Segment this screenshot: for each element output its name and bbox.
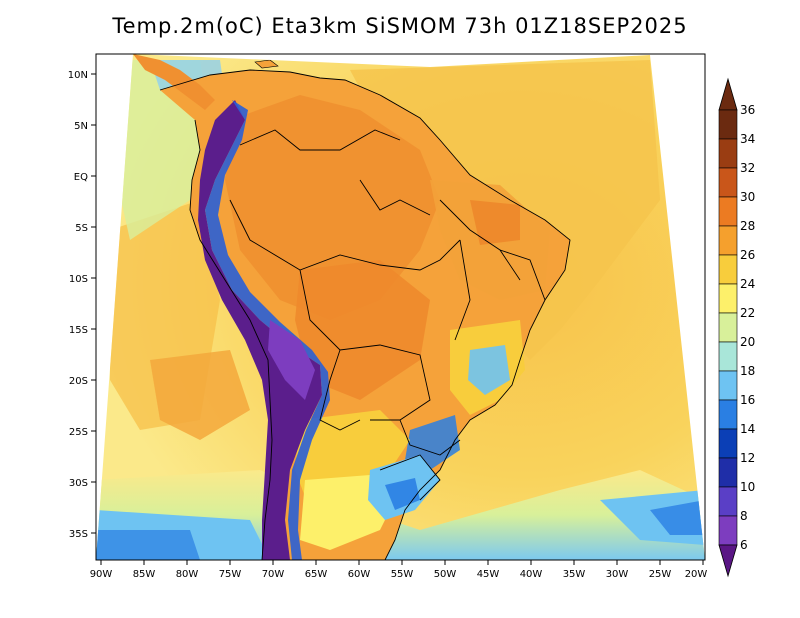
colorbar-swatch [718,225,738,256]
southeast-brazil-blue [468,345,510,395]
colorbar-label: 34 [740,132,755,146]
lon-label: 45W [477,569,500,580]
colorbar-swatch [718,312,738,343]
lon-label: 75W [219,569,242,580]
colorbar-label: 18 [740,364,755,378]
colorbar-swatch [718,399,738,430]
lat-label: 10N [68,70,88,81]
colorbar-label: 26 [740,248,755,262]
pacific-orange-patch [150,350,250,440]
country-borders [159,69,571,560]
colorbar-label: 24 [740,277,755,291]
southwest-ocean-deep [96,530,200,560]
colorbar-swatch [718,283,738,314]
central-america [133,54,215,110]
colorbar-label: 36 [740,103,755,117]
lon-axis: 90W 85W 80W 75W 70W 65W 60W 55W 50W 45W … [90,560,708,580]
amazon-hot-zone [225,95,440,320]
andes-cold [198,100,322,560]
andes-core [268,320,315,400]
lon-label: 35W [563,569,586,580]
lat-label: 30S [69,478,88,489]
colorbar-label: 22 [740,306,755,320]
lat-label: 25S [69,427,88,438]
colorbar: 36 34 32 30 28 26 24 22 20 18 16 14 12 1… [718,77,755,578]
colorbar-swatch [718,167,738,198]
colorbar-swatch [718,428,738,459]
colorbar-swatch [718,109,738,140]
lat-label: 10S [69,274,88,285]
colorbar-label: 30 [740,190,755,204]
lon-label: 90W [90,569,113,580]
colorbar-label: 20 [740,335,755,349]
colorbar-swatch [718,457,738,488]
colorbar-bottom-arrow [718,544,738,578]
lon-label: 85W [133,569,156,580]
colorbar-top-arrow [718,77,738,111]
colorbar-label: 12 [740,451,755,465]
lon-label: 40W [520,569,543,580]
lon-label: 50W [434,569,457,580]
colorbar-label: 32 [740,161,755,175]
lat-label: 5S [75,223,88,234]
axes-box [95,53,706,561]
colorbar-swatch [718,341,738,372]
lon-label: 25W [649,569,672,580]
lon-label: 65W [305,569,328,580]
colorbar-label: 28 [740,219,755,233]
colorbar-swatch [718,486,738,517]
lat-label: 5N [74,121,88,132]
colorbar-swatch [718,370,738,401]
lon-label: 60W [348,569,371,580]
lat-axis: 10N 5N EQ 5S 10S 15S 20S 25S 30S 35S [68,70,96,540]
lon-label: 70W [262,569,285,580]
temperature-field [96,54,705,560]
central-hot-zone [295,260,430,400]
colorbar-label: 6 [740,538,748,552]
colorbar-label: 8 [740,509,748,523]
colorbar-swatch [718,196,738,227]
caribbean-island [254,59,279,69]
lon-label: 20W [685,569,708,580]
lat-label: 15S [69,325,88,336]
lat-label: 20S [69,376,88,387]
colorbar-label: 14 [740,422,755,436]
colorbar-label: 16 [740,393,755,407]
southeast-ocean-deep [650,500,705,535]
northeast-hot-zone [470,200,520,245]
lon-label: 30W [606,569,629,580]
colorbar-swatch [718,138,738,169]
lat-label: EQ [74,172,88,183]
lat-label: 35S [69,529,88,540]
colorbar-label: 10 [740,480,755,494]
colorbar-swatch [718,515,738,546]
lon-label: 55W [391,569,414,580]
map-title: Temp.2m(oC) Eta3km SiSMOM 73h 01Z18SEP20… [112,14,688,38]
lon-label: 80W [176,569,199,580]
colorbar-swatch [718,254,738,285]
